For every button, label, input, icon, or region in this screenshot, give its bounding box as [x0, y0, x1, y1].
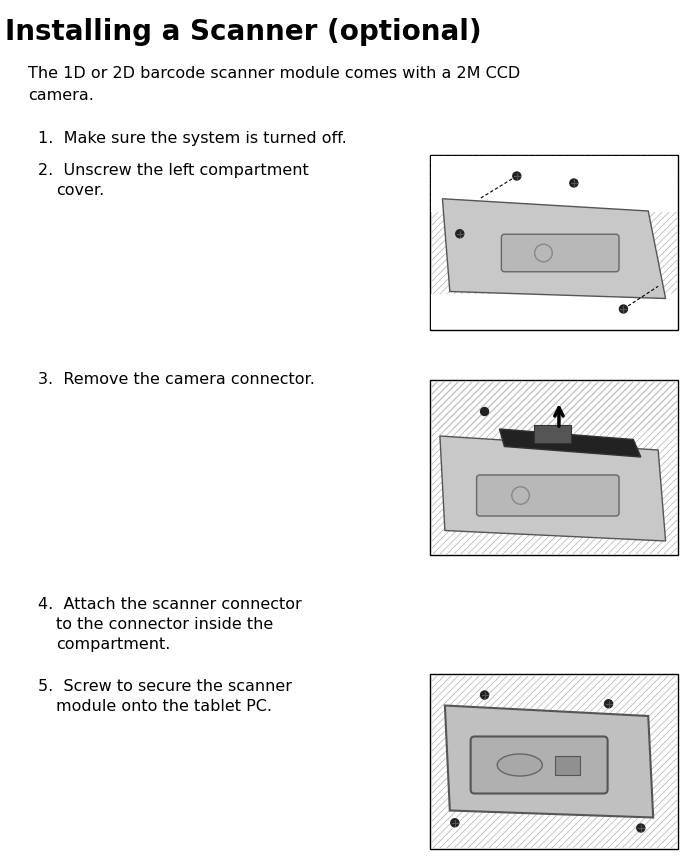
Circle shape — [480, 691, 489, 699]
Bar — [431, 294, 677, 329]
FancyBboxPatch shape — [477, 475, 619, 516]
Bar — [430, 380, 678, 555]
Text: compartment.: compartment. — [56, 637, 170, 652]
Text: Installing a Scanner (optional): Installing a Scanner (optional) — [5, 18, 482, 46]
Bar — [554, 756, 580, 775]
Circle shape — [620, 305, 627, 313]
Bar — [430, 155, 678, 330]
Circle shape — [480, 407, 489, 415]
Polygon shape — [445, 705, 653, 817]
Circle shape — [451, 819, 459, 827]
Text: 1.  Make sure the system is turned off.: 1. Make sure the system is turned off. — [38, 131, 346, 146]
Circle shape — [513, 172, 521, 180]
Bar — [431, 156, 677, 212]
Circle shape — [637, 824, 644, 832]
Text: module onto the tablet PC.: module onto the tablet PC. — [56, 699, 272, 714]
Polygon shape — [500, 429, 641, 457]
Bar — [534, 425, 571, 443]
Circle shape — [604, 700, 613, 708]
Circle shape — [570, 179, 578, 187]
Text: 3.  Remove the camera connector.: 3. Remove the camera connector. — [38, 372, 315, 387]
Polygon shape — [440, 436, 665, 541]
Text: The 1D or 2D barcode scanner module comes with a 2M CCD: The 1D or 2D barcode scanner module come… — [28, 66, 520, 81]
Ellipse shape — [497, 754, 543, 776]
Bar — [430, 674, 678, 849]
Text: cover.: cover. — [56, 183, 104, 198]
Circle shape — [456, 230, 464, 237]
FancyBboxPatch shape — [471, 736, 608, 793]
Text: 5.  Screw to secure the scanner: 5. Screw to secure the scanner — [38, 679, 292, 694]
Polygon shape — [442, 198, 665, 299]
Text: to the connector inside the: to the connector inside the — [56, 617, 273, 632]
FancyBboxPatch shape — [502, 234, 619, 272]
Text: 4.  Attach the scanner connector: 4. Attach the scanner connector — [38, 597, 301, 612]
Text: camera.: camera. — [28, 88, 94, 103]
Text: 2.  Unscrew the left compartment: 2. Unscrew the left compartment — [38, 163, 309, 178]
